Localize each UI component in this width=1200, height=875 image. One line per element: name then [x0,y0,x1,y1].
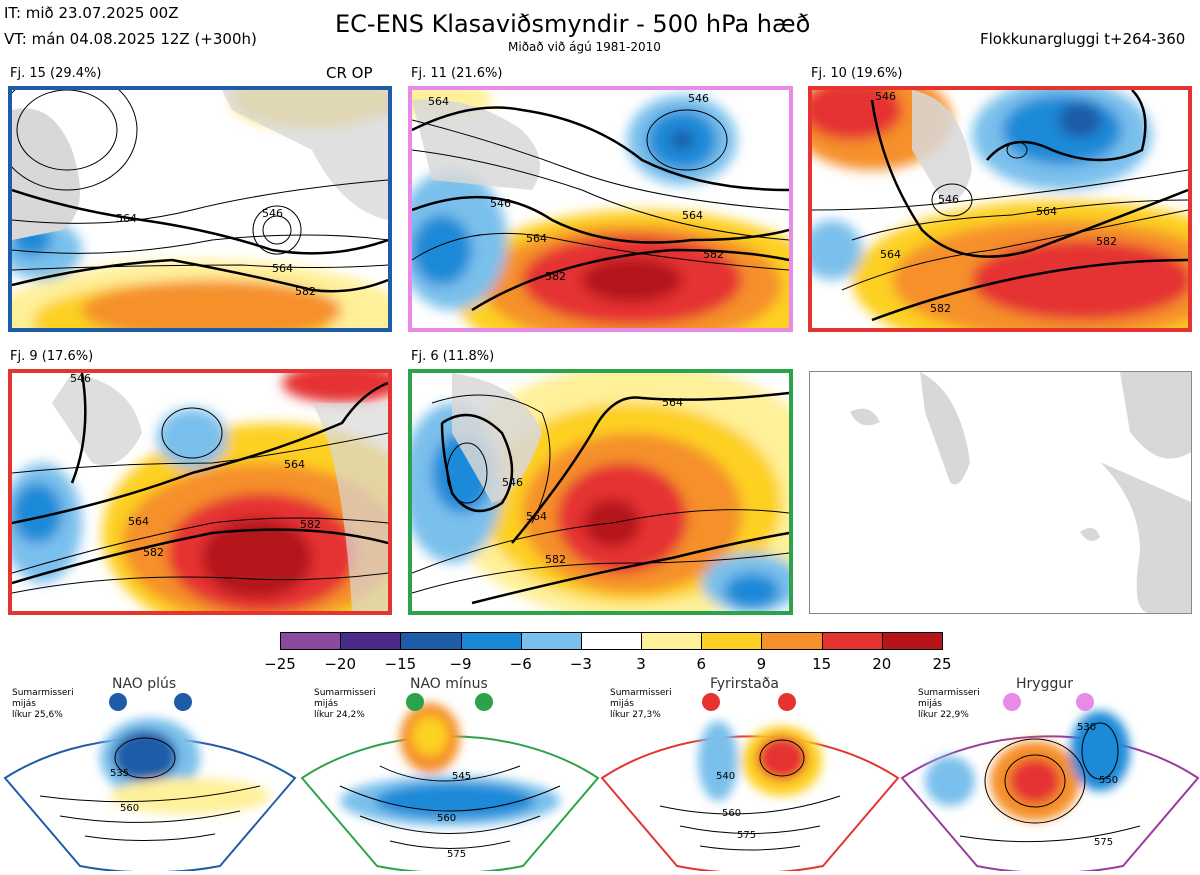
contour-label: 546 [688,92,709,105]
regime-contour-label: 530 [1077,722,1097,733]
regime-contour-label: 575 [737,830,757,841]
page-subtitle: Miðað við ágú 1981-2010 [508,40,661,54]
colorbar-tick: −6 [509,655,532,673]
contour-label: 582 [703,248,724,261]
contour-label: 564 [284,458,305,471]
regime-contour-label: 550 [1099,775,1119,786]
contour-label: 546 [70,372,91,385]
contour-label: 564 [682,209,703,222]
panel-2-label: Fj. 11 (21.6%) [411,66,503,81]
cluster-map-1 [8,86,392,332]
contour-label: 564 [662,396,683,409]
contour-label: 564 [116,212,137,225]
cluster-map-2 [408,86,793,332]
contour-label: 582 [930,302,951,315]
classification-window: Flokkunargluggi t+264-360 [980,30,1186,48]
contour-label: 582 [300,518,321,531]
colorbar-segment [280,632,342,650]
cluster-map-4 [8,369,392,615]
contour-label: 564 [428,95,449,108]
panel-3-label: Fj. 10 (19.6%) [811,66,903,81]
contour-label: 546 [490,197,511,210]
regime-contour-label: 535 [110,768,130,779]
colorbar-segment [400,632,462,650]
colorbar-segment [460,632,522,650]
regime-3-info: Sumarmisseri mijás líkur 27,3% [610,688,672,720]
contour-label: 564 [526,510,547,523]
colorbar-segment [701,632,763,650]
contour-label: 546 [875,90,896,103]
contour-label: 546 [262,207,283,220]
colorbar-tick: 6 [696,655,707,673]
colorbar-segment [881,632,943,650]
colorbar-segment [340,632,402,650]
cluster-map-5 [408,369,793,615]
regime-2-title: NAO mínus [410,676,488,692]
regime-contour-label: 575 [1094,837,1114,848]
contour-label: 564 [1036,205,1057,218]
colorbar-segment [821,632,883,650]
colorbar-tick: −3 [569,655,592,673]
contour-label: 582 [295,285,316,298]
regime-contour-label: 545 [452,771,472,782]
contour-label: 546 [938,193,959,206]
regime-2-info: Sumarmisseri mijás líkur 24,2% [314,688,376,720]
contour-label: 582 [545,553,566,566]
base-map [809,371,1192,614]
panel-1-tag: CR OP [326,64,373,82]
contour-label: 582 [1096,235,1117,248]
contour-label: 564 [272,262,293,275]
cluster-map-3 [808,86,1192,332]
regime-4-title: Hryggur [1016,676,1073,692]
regime-contour-label: 560 [120,803,140,814]
regime-3-title: Fyrirstaða [710,676,779,692]
colorbar-segment [580,632,643,650]
colorbar-tick: 3 [636,655,646,673]
regime-1-info: Sumarmisseri mijás líkur 25,6% [12,688,74,720]
panel-5-label: Fj. 6 (11.8%) [411,349,495,364]
init-time: IT: mið 23.07.2025 00Z [4,4,179,22]
contour-label: 564 [526,232,547,245]
colorbar-segment [520,632,582,650]
colorbar-segment [761,632,823,650]
contour-label: 546 [502,476,523,489]
regime-1-title: NAO plús [112,676,177,692]
regime-contour-label: 560 [437,813,457,824]
colorbar-tick: −20 [324,655,356,673]
colorbar-tick: −9 [449,655,472,673]
colorbar-tick: 15 [812,655,832,673]
contour-label: 582 [143,546,164,559]
panel-1-label: Fj. 15 (29.4%) [10,66,102,81]
colorbar-tick: 9 [756,655,767,673]
valid-time: VT: mán 04.08.2025 12Z (+300h) [4,30,257,48]
regime-strip [0,676,1200,874]
contour-label: 564 [880,248,901,261]
regime-contour-label: 560 [722,808,742,819]
colorbar-tick: 25 [932,655,952,673]
regime-contour-label: 575 [447,849,467,860]
panel-4-label: Fj. 9 (17.6%) [10,349,94,364]
page-title: EC-ENS Klasaviðsmyndir - 500 hPa hæð [335,10,811,38]
contour-label: 582 [545,270,566,283]
colorbar-tick: −15 [384,655,417,673]
colorbar-tick: 20 [872,655,892,673]
colorbar-tick: −25 [264,655,296,673]
regime-4-info: Sumarmisseri mijás líkur 22,9% [918,688,980,720]
regime-contour-label: 540 [716,771,736,782]
contour-label: 564 [128,515,149,528]
colorbar-segment [641,632,703,650]
